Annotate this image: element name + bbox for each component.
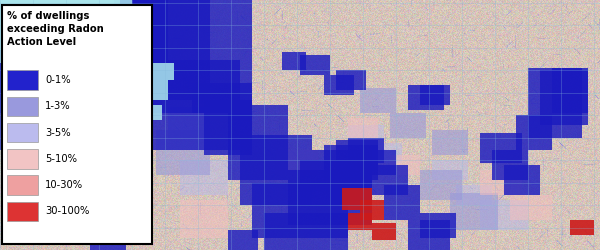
Bar — [360, 200, 384, 220]
Bar — [342, 188, 372, 210]
Bar — [420, 212, 456, 238]
Bar — [336, 70, 366, 90]
Bar — [120, 228, 150, 245]
Bar — [540, 70, 588, 125]
Bar — [0, 0, 210, 112]
Text: % of dwellings
exceeding Radon
Action Level: % of dwellings exceeding Radon Action Le… — [7, 11, 104, 47]
Bar — [192, 82, 252, 112]
Bar — [336, 140, 378, 170]
Bar — [7, 96, 38, 116]
Bar — [390, 155, 420, 175]
Bar — [156, 130, 210, 175]
Bar — [510, 195, 552, 220]
Bar — [348, 125, 384, 145]
Bar — [90, 230, 126, 250]
Bar — [96, 115, 120, 130]
Bar — [480, 200, 528, 230]
Bar — [228, 105, 288, 180]
Bar — [2, 5, 152, 244]
Bar — [432, 160, 468, 180]
Bar — [144, 62, 174, 80]
Text: 10-30%: 10-30% — [45, 180, 83, 190]
Bar — [162, 60, 240, 100]
Bar — [480, 132, 522, 162]
Bar — [300, 160, 372, 205]
Bar — [0, 0, 252, 150]
Bar — [30, 0, 162, 80]
Text: 5-10%: 5-10% — [45, 154, 77, 164]
Bar — [7, 149, 38, 169]
Bar — [0, 0, 168, 95]
Bar — [372, 142, 402, 163]
Bar — [456, 185, 492, 205]
Bar — [48, 0, 120, 38]
Bar — [252, 182, 348, 238]
Bar — [384, 185, 420, 220]
Bar — [282, 52, 306, 70]
Bar — [312, 150, 372, 190]
Bar — [552, 68, 588, 112]
Bar — [390, 112, 426, 138]
Bar — [264, 212, 348, 250]
Bar — [132, 105, 162, 120]
Text: 1-3%: 1-3% — [45, 101, 71, 111]
Bar — [180, 200, 228, 237]
Bar — [330, 185, 372, 215]
Bar — [348, 212, 372, 230]
Bar — [420, 170, 462, 200]
Bar — [348, 118, 378, 138]
Bar — [516, 115, 552, 150]
Bar — [288, 170, 372, 225]
Bar — [7, 202, 38, 221]
Bar — [480, 170, 522, 195]
Bar — [372, 222, 396, 240]
Bar — [324, 145, 378, 180]
Bar — [432, 130, 468, 155]
Bar — [0, 0, 60, 30]
Bar — [7, 123, 38, 142]
Bar — [528, 68, 582, 138]
Bar — [300, 55, 330, 75]
Bar — [7, 175, 38, 195]
Bar — [0, 0, 132, 62]
Bar — [210, 100, 252, 120]
Text: 3-5%: 3-5% — [45, 128, 71, 138]
Bar — [408, 220, 450, 250]
Bar — [324, 75, 354, 95]
Bar — [72, 45, 120, 70]
Bar — [204, 100, 252, 155]
Bar — [132, 80, 168, 100]
Bar — [276, 150, 318, 175]
Bar — [360, 88, 396, 112]
Bar — [24, 0, 114, 45]
Text: 30-100%: 30-100% — [45, 206, 89, 216]
Bar — [408, 85, 444, 110]
Bar — [504, 165, 540, 195]
Bar — [0, 0, 108, 50]
Bar — [492, 150, 528, 180]
Bar — [84, 60, 120, 80]
Bar — [348, 138, 384, 162]
Bar — [60, 0, 168, 70]
Bar — [570, 220, 594, 235]
Bar — [228, 230, 258, 250]
Text: 0-1%: 0-1% — [45, 75, 71, 85]
Bar — [240, 135, 312, 205]
Bar — [180, 160, 228, 195]
Bar — [7, 70, 38, 90]
Bar — [420, 85, 450, 105]
Bar — [372, 165, 408, 195]
Bar — [168, 108, 210, 138]
Bar — [360, 150, 396, 175]
Bar — [450, 192, 498, 230]
